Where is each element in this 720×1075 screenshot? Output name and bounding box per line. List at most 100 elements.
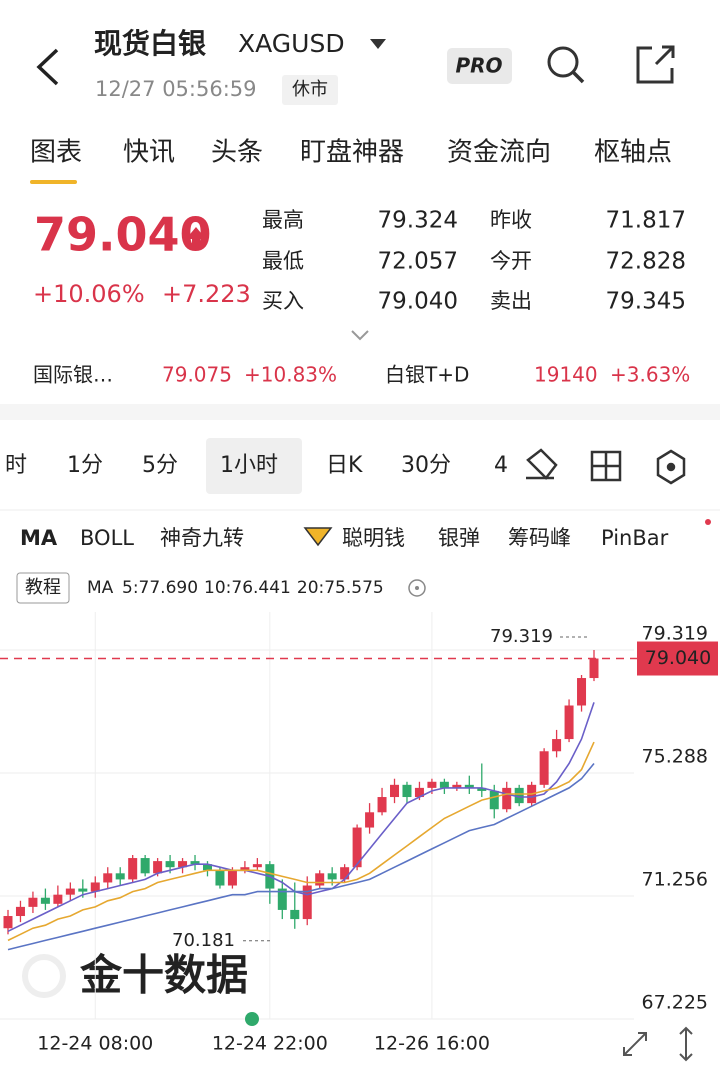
candle-body — [577, 678, 587, 706]
stat-value: 72.828 — [606, 249, 686, 275]
legend-entry: 10:76.441 — [204, 578, 291, 598]
period-tab[interactable]: 日K — [326, 453, 363, 478]
symbol[interactable]: XAGUSD — [238, 29, 345, 58]
candle-body — [28, 897, 38, 907]
settings-icon[interactable] — [656, 449, 686, 485]
legend-settings[interactable] — [408, 579, 426, 597]
time-marker[interactable] — [245, 1012, 259, 1026]
related-change: +3.63% — [610, 363, 690, 387]
y-tick-label: 75.288 — [642, 745, 708, 767]
stat-label: 今开 — [490, 249, 532, 273]
candle-body — [427, 781, 437, 788]
indicator[interactable]: 筹码峰 — [508, 526, 571, 550]
search-icon[interactable] — [547, 46, 585, 84]
period-tab[interactable]: 时 — [5, 453, 27, 478]
tab[interactable]: 头条 — [211, 138, 263, 168]
tutorial-box[interactable] — [16, 572, 70, 604]
tab[interactable]: 盯盘神器 — [300, 138, 404, 168]
tab[interactable]: 快讯 — [123, 138, 175, 168]
related-name[interactable]: 白银T+D — [385, 363, 469, 387]
candle-body — [140, 858, 150, 874]
low-marker: 70.181 — [172, 930, 235, 951]
period-selected — [206, 438, 302, 494]
candle-body — [502, 787, 512, 810]
period-tab[interactable]: 1分 — [67, 453, 103, 478]
tab[interactable]: 图表 — [30, 138, 82, 168]
period-tab[interactable]: 1小时 — [220, 453, 278, 478]
indicator[interactable]: 银弹 — [438, 526, 480, 550]
candle-body — [115, 873, 125, 880]
legend-entry: 20:75.575 — [297, 578, 384, 598]
y-tick-label: 71.256 — [642, 869, 708, 891]
stat-label: 买入 — [262, 289, 304, 313]
candle-body — [589, 658, 599, 679]
y-tick-label: 79.319 — [642, 623, 708, 645]
up-arrow — [186, 227, 206, 249]
x-tick-label: 12-26 16:00 — [374, 1033, 490, 1055]
tab[interactable]: 枢轴点 — [594, 138, 672, 168]
stat-value: 79.040 — [378, 289, 458, 315]
stat-value: 79.345 — [606, 289, 686, 315]
candle-body — [327, 873, 337, 880]
indicator[interactable]: MA — [20, 526, 58, 550]
candle-body — [128, 858, 138, 880]
candle-body — [564, 705, 574, 740]
candle-body — [315, 873, 325, 886]
notice-dot — [705, 519, 711, 525]
share-icon[interactable] — [636, 45, 675, 84]
candle-body — [15, 906, 25, 917]
symbol-dropdown[interactable] — [370, 39, 386, 49]
expand-chevron[interactable] — [351, 330, 369, 341]
stat-label: 昨收 — [490, 208, 532, 232]
status: 休市 — [292, 79, 328, 100]
indicator[interactable]: BOLL — [80, 526, 134, 550]
candle-body — [377, 797, 387, 813]
tab-underline — [30, 180, 77, 184]
ma-line — [7, 762, 595, 951]
candle-body — [390, 784, 400, 798]
change: +7.223 — [162, 280, 251, 308]
status-badge — [282, 75, 338, 105]
candle-body — [402, 784, 412, 798]
ma-line — [7, 702, 595, 933]
price-tag-label: 79.040 — [645, 647, 711, 669]
candle-body — [215, 870, 225, 886]
period-tab[interactable]: 5分 — [142, 453, 178, 478]
price-tag — [637, 641, 718, 676]
tutorial: 教程 — [25, 577, 61, 598]
candle-body — [365, 812, 375, 828]
candle-body — [452, 784, 462, 788]
indicator[interactable]: 聪明钱 — [342, 526, 405, 550]
indicator[interactable]: 神奇九转 — [160, 526, 244, 550]
tab[interactable]: 资金流向 — [447, 138, 551, 168]
candle-body — [190, 861, 200, 865]
indicator[interactable]: PinBar — [601, 526, 669, 550]
related-name[interactable]: 国际银… — [33, 363, 113, 387]
layout-icon[interactable] — [590, 450, 622, 482]
candle-body — [477, 787, 487, 791]
candle-body — [103, 873, 113, 883]
back-button[interactable] — [36, 48, 59, 86]
period-tab[interactable]: 30分 — [401, 453, 451, 478]
fullscreen-icon[interactable] — [623, 1032, 647, 1056]
candle-body — [53, 894, 63, 904]
watermark: 金十数据 — [79, 951, 248, 1000]
pro-badge[interactable] — [447, 48, 512, 84]
scale-icon[interactable] — [679, 1026, 693, 1062]
candle-body — [489, 790, 499, 810]
candle-body — [302, 885, 312, 920]
legend-title: MA — [87, 578, 114, 598]
watermark-logo — [22, 954, 66, 998]
y-tick-label: 67.225 — [642, 992, 708, 1014]
candle-body — [414, 787, 424, 798]
candle-body — [514, 787, 524, 804]
stat-label: 最高 — [262, 208, 304, 232]
candle-body — [40, 897, 50, 904]
candle-body — [178, 861, 188, 868]
draw-icon[interactable] — [526, 448, 558, 480]
candle-body — [464, 784, 474, 788]
related-price: 79.075 — [162, 363, 232, 387]
period-tab[interactable]: 4 — [494, 453, 508, 478]
